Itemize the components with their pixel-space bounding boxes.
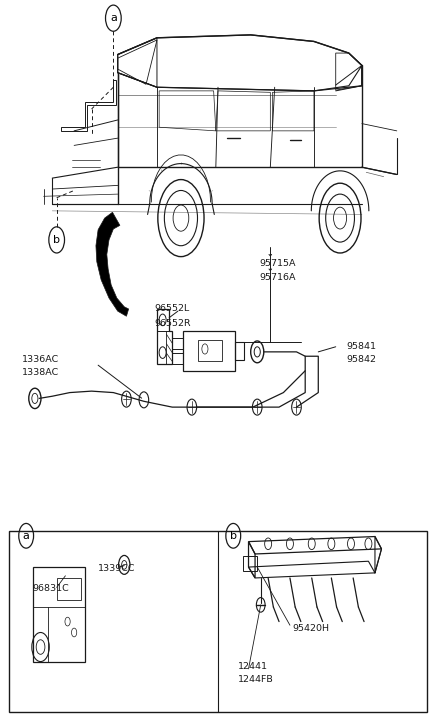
Text: 1338AC: 1338AC	[22, 369, 59, 377]
Text: 1339CC: 1339CC	[98, 564, 136, 573]
Text: b: b	[230, 531, 237, 541]
Polygon shape	[96, 212, 129, 316]
Text: 96552L: 96552L	[155, 305, 190, 313]
Text: 1244FB: 1244FB	[238, 675, 273, 684]
Text: 95841: 95841	[347, 342, 377, 351]
Text: 12441: 12441	[238, 662, 268, 671]
Text: 95715A: 95715A	[259, 259, 296, 268]
Text: a: a	[110, 13, 117, 23]
Text: 96831C: 96831C	[33, 585, 69, 593]
Text: 95420H: 95420H	[292, 624, 329, 633]
Text: 1336AC: 1336AC	[22, 356, 59, 364]
Circle shape	[139, 392, 149, 408]
Text: b: b	[53, 235, 60, 245]
Text: a: a	[23, 531, 30, 541]
Text: 96552R: 96552R	[155, 319, 191, 328]
Text: 95716A: 95716A	[259, 273, 296, 282]
Text: 95842: 95842	[347, 356, 377, 364]
